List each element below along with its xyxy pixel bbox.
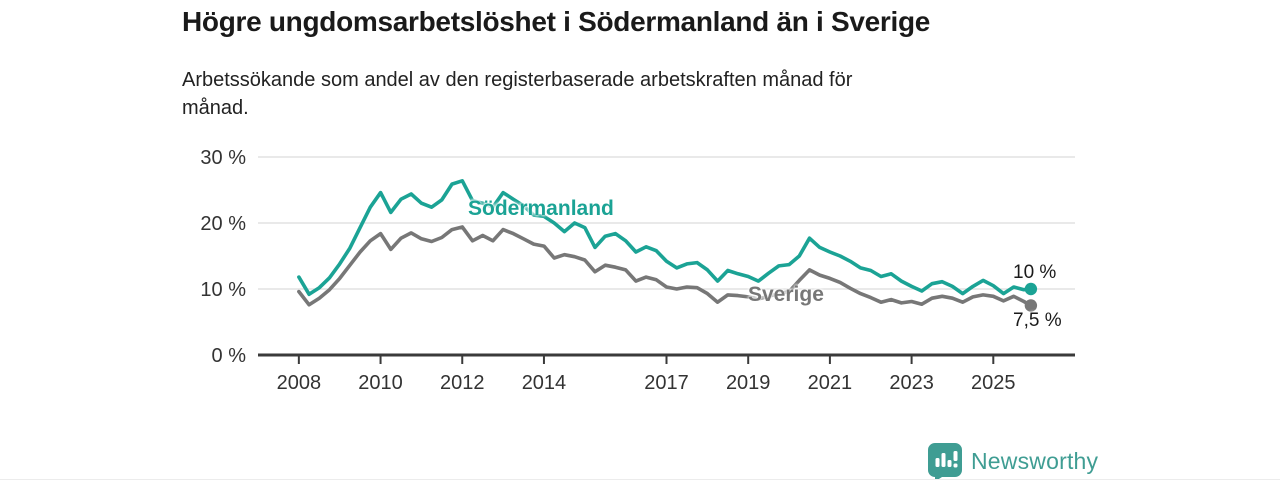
logo-bar-3 [947,460,952,467]
end-value-label-sverige: 7,5 % [1013,310,1062,331]
chart-subtitle-line1: Arbetssökande som andel av den registerb… [182,69,853,91]
y-axis-tick-label: 20 % [200,213,246,235]
x-axis-tick-label: 2014 [522,372,567,394]
x-axis-tick-label: 2023 [889,372,934,394]
chart-subtitle: Arbetssökande som andel av den registerb… [182,66,1082,122]
logo-excl-dot [953,463,958,468]
newsworthy-logo-icon [928,443,962,479]
logo-excl-bar [953,451,958,461]
y-axis-tick-label: 10 % [200,279,246,301]
end-value-label-sodermanland: 10 % [1013,262,1057,283]
newsworthy-brand-link[interactable]: Newsworthy [928,443,1098,479]
x-axis-tick-label: 2010 [358,372,403,394]
logo-bar-1 [935,458,940,467]
x-axis-tick-label: 2012 [440,372,485,394]
x-axis-tick-label: 2021 [808,372,853,394]
logo-bar-2 [941,453,946,467]
series-line-sverige [297,225,1033,308]
x-axis-tick-label: 2025 [971,372,1016,394]
y-axis-tick-label: 0 % [212,345,247,367]
chart-subtitle-line2: månad. [182,97,249,119]
y-axis-tick-label: 30 % [200,147,246,169]
x-axis-tick-label: 2019 [726,372,771,394]
series-label-sverige: Sverige [748,283,824,306]
series-end-dot-sverige [1024,299,1038,312]
brand-name: Newsworthy [971,447,1099,474]
series-end-dot-sodermanland [1024,282,1038,296]
series-label-sodermanland: Södermanland [468,197,614,220]
page-title: Högre ungdomsarbetslöshet i Södermanland… [182,6,931,37]
series-line-sodermanland [297,179,1033,297]
x-axis-tick-label: 2017 [644,372,689,394]
x-axis-tick-label: 2008 [277,372,322,394]
